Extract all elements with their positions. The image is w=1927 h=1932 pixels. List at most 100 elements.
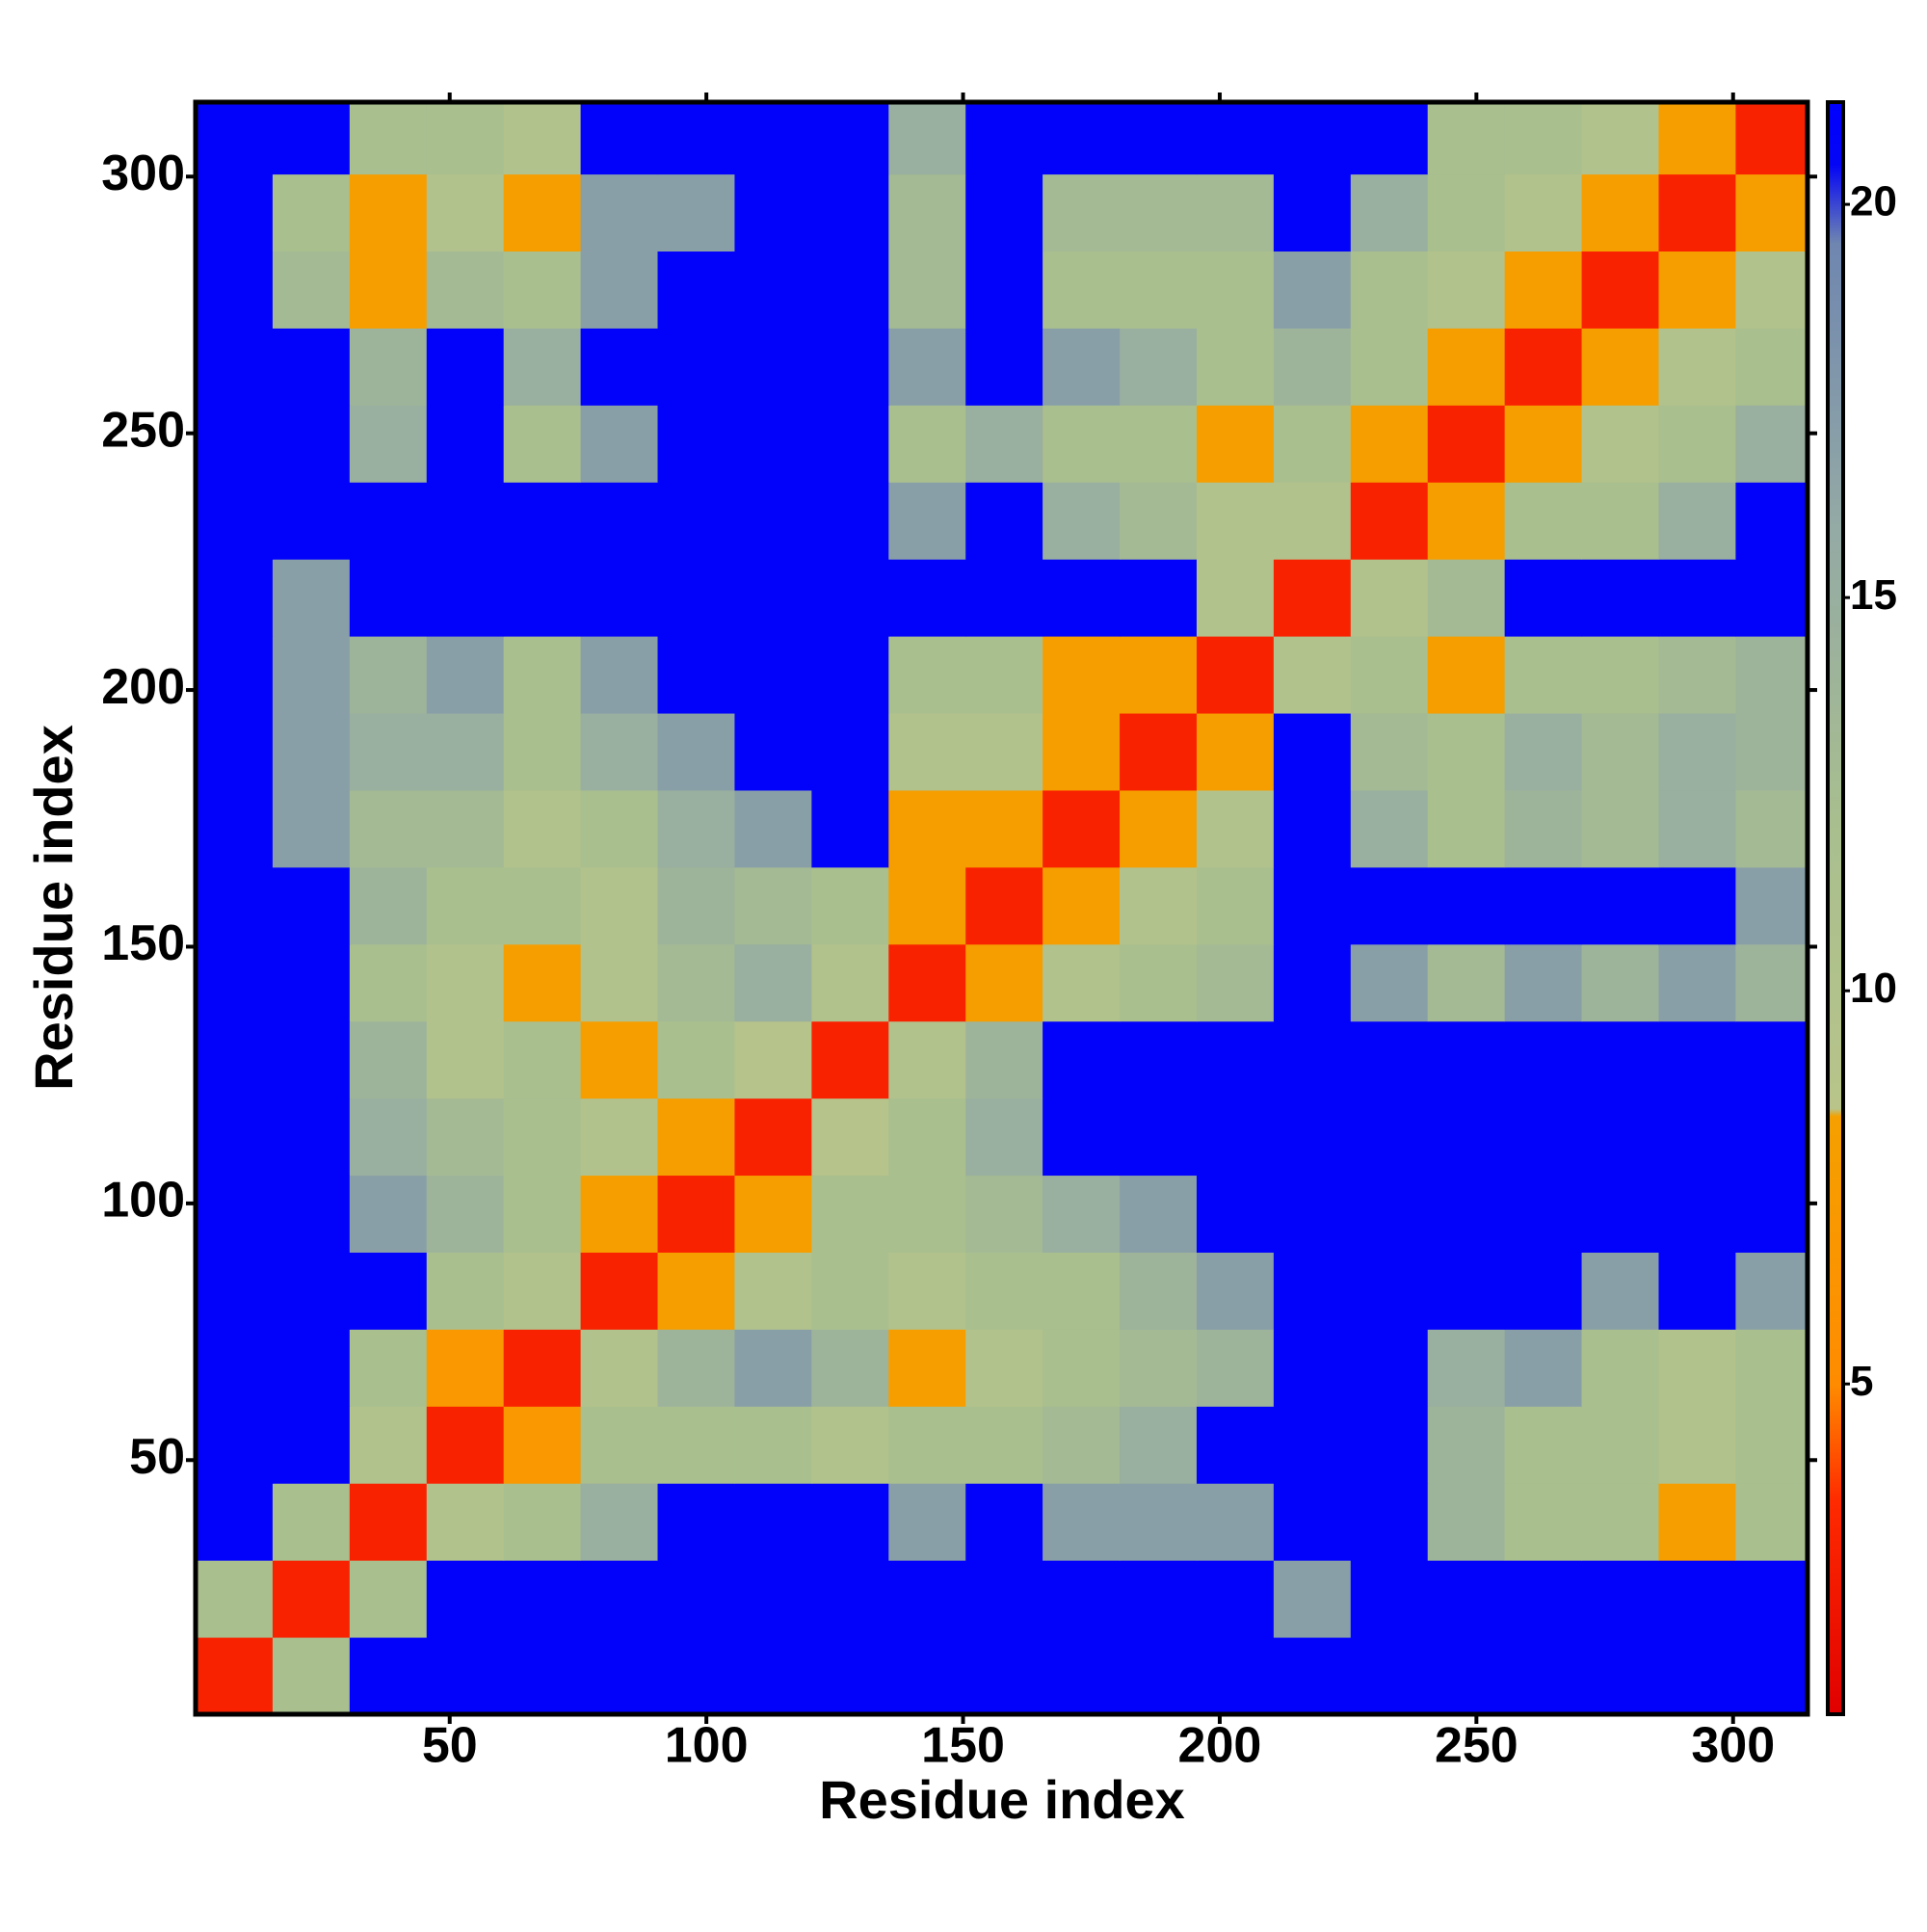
heatmap-cell <box>811 1020 889 1099</box>
heatmap-cell <box>1120 943 1198 1022</box>
heatmap-cell <box>196 1560 274 1638</box>
heatmap-cell <box>811 1483 889 1561</box>
heatmap-cell <box>272 1406 351 1484</box>
heatmap-cell <box>272 636 351 714</box>
heatmap-cell <box>1043 713 1121 791</box>
heatmap-cell <box>965 1175 1043 1253</box>
heatmap-cell <box>272 102 351 175</box>
heatmap-cell <box>657 713 735 791</box>
heatmap-cell <box>888 1175 966 1253</box>
heatmap-cell <box>1273 1175 1352 1253</box>
heatmap-cell <box>965 1252 1043 1330</box>
heatmap-cell <box>580 866 659 945</box>
heatmap-cell <box>1735 713 1808 791</box>
heatmap-cell <box>1273 1483 1352 1561</box>
heatmap-cell <box>196 789 274 868</box>
heatmap-cell <box>1581 405 1659 483</box>
heatmap-cell <box>196 405 274 483</box>
heatmap-cell <box>811 789 889 868</box>
heatmap-cell <box>1504 1020 1583 1099</box>
heatmap-cell <box>811 636 889 714</box>
heatmap-cell <box>1350 713 1429 791</box>
heatmap-cell <box>196 636 274 714</box>
heatmap-cell <box>426 102 505 175</box>
heatmap-cell <box>888 713 966 791</box>
heatmap-cell <box>965 559 1043 637</box>
heatmap-cell <box>503 866 582 945</box>
heatmap-cell <box>1043 482 1121 560</box>
heatmap-cell <box>1043 1637 1121 1714</box>
heatmap-cell <box>965 405 1043 483</box>
heatmap-cell <box>1735 1637 1808 1714</box>
heatmap-cell <box>1120 482 1198 560</box>
heatmap-cell <box>1273 559 1352 637</box>
heatmap-cell <box>1735 559 1808 637</box>
heatmap-cell <box>1043 1329 1121 1407</box>
heatmap-cell <box>1581 1560 1659 1638</box>
heatmap-cell <box>349 482 428 560</box>
heatmap-cell <box>1196 405 1275 483</box>
heatmap-cell <box>657 405 735 483</box>
y-tick-label: 300 <box>101 146 185 201</box>
heatmap-cell <box>811 1252 889 1330</box>
heatmap-cell <box>580 559 659 637</box>
heatmap-cell <box>349 405 428 483</box>
heatmap-cell <box>1350 1329 1429 1407</box>
heatmap-cell <box>1658 102 1736 175</box>
heatmap-cell <box>734 636 812 714</box>
heatmap-cell <box>734 328 812 406</box>
heatmap-cell <box>1581 482 1659 560</box>
heatmap-cell <box>1735 251 1808 329</box>
heatmap-cell <box>1427 1560 1506 1638</box>
heatmap-cell <box>272 1637 351 1714</box>
heatmap-cell <box>1120 1175 1198 1253</box>
heatmap-cell <box>1196 1252 1275 1330</box>
heatmap-cell <box>1658 1637 1736 1714</box>
heatmap-cell <box>1658 866 1736 945</box>
heatmap-cell <box>349 102 428 175</box>
heatmap-cell <box>1043 1560 1121 1638</box>
heatmap-cell <box>888 251 966 329</box>
heatmap-cell <box>503 1637 582 1714</box>
heatmap-cell <box>888 1483 966 1561</box>
heatmap-cell <box>196 1252 274 1330</box>
heatmap-cell <box>657 943 735 1022</box>
heatmap-cell <box>1120 173 1198 252</box>
heatmap-cell <box>734 102 812 175</box>
heatmap-cell <box>349 1252 428 1330</box>
heatmap-cell <box>503 636 582 714</box>
heatmap-cell <box>272 713 351 791</box>
heatmap-cell <box>1581 1098 1659 1177</box>
heatmap-cell <box>1504 1637 1583 1714</box>
heatmap-cell <box>965 102 1043 175</box>
heatmap-cell <box>888 559 966 637</box>
heatmap-cell <box>1504 1329 1583 1407</box>
heatmap-cell <box>1273 1020 1352 1099</box>
heatmap-cell <box>1273 943 1352 1022</box>
heatmap-cell <box>1427 1483 1506 1561</box>
heatmap-cell <box>1120 1098 1198 1177</box>
heatmap-cell <box>888 1560 966 1638</box>
heatmap-cell <box>1350 173 1429 252</box>
heatmap-cell <box>1427 866 1506 945</box>
heatmap-cell <box>734 1020 812 1099</box>
heatmap-cell <box>1735 1406 1808 1484</box>
heatmap-cell <box>1581 328 1659 406</box>
heatmap-cell <box>1043 943 1121 1022</box>
heatmap-cell <box>811 1637 889 1714</box>
x-tick-label: 300 <box>1691 1718 1775 1774</box>
heatmap-cell <box>1658 713 1736 791</box>
heatmap-cell <box>965 328 1043 406</box>
heatmap-cell <box>196 102 274 175</box>
heatmap-cell <box>272 943 351 1022</box>
heatmap-cell <box>1350 559 1429 637</box>
heatmap-cell <box>1196 713 1275 791</box>
heatmap-cell <box>349 636 428 714</box>
heatmap-cell <box>1350 636 1429 714</box>
heatmap-cell <box>426 405 505 483</box>
heatmap-cell <box>1581 1483 1659 1561</box>
x-tick-label: 100 <box>665 1718 749 1774</box>
heatmap-cells <box>196 102 1808 1714</box>
heatmap-cell <box>1273 789 1352 868</box>
heatmap-cell <box>1658 251 1736 329</box>
